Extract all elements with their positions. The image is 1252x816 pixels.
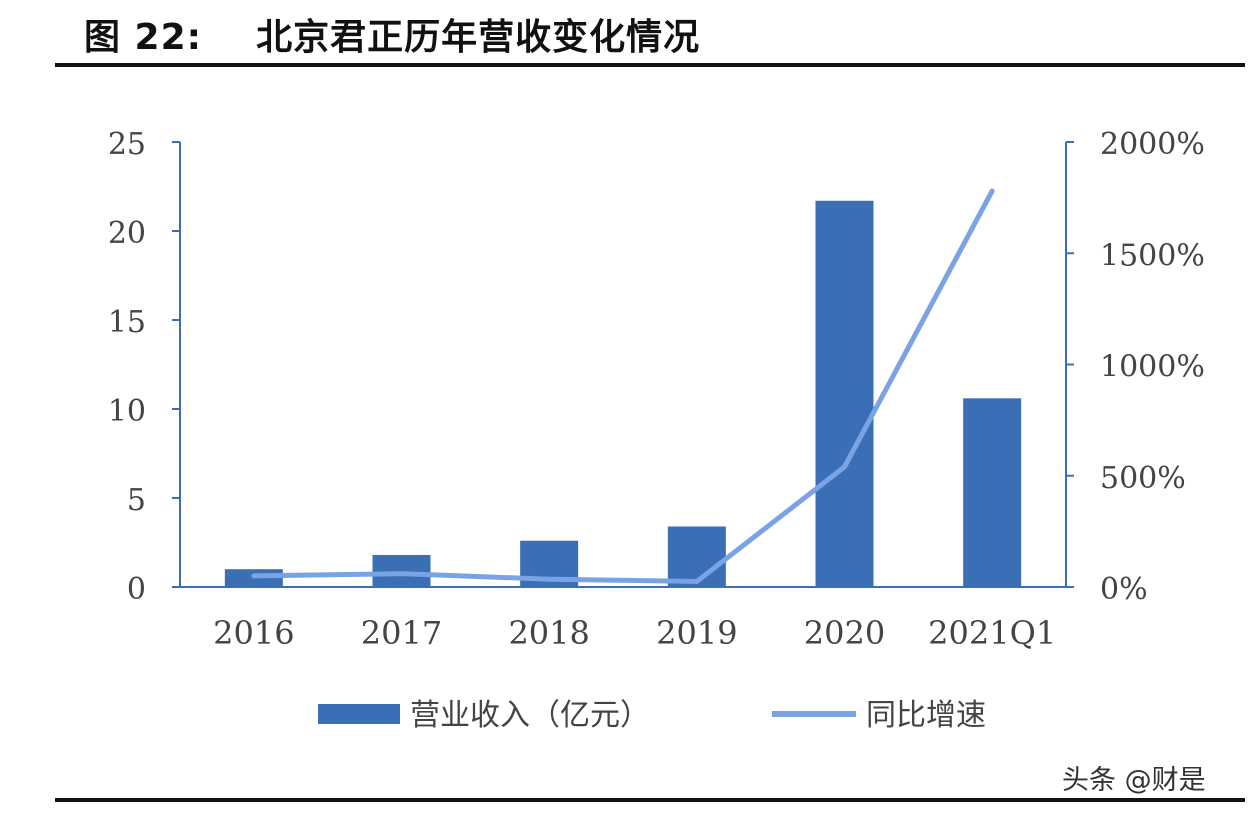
y-right-tick-label: 1500% [1100,238,1205,273]
bar-2019 [667,526,726,587]
y-right-tick-label: 0% [1100,572,1148,607]
y-left-tick-label: 5 [127,483,146,518]
axes [172,141,1074,588]
y-right-tick-label: 1000% [1100,350,1205,385]
growth-point-2020 [843,465,846,469]
x-tick-label: 2017 [361,614,442,652]
y-right-tick-labels: 0% 500% 1000% 1500% 2000% [1100,127,1205,607]
legend: 营业收入（亿元） 同比增速 [318,698,986,733]
bar-series [224,200,1022,588]
growth-point-2016 [252,574,256,578]
y-left-tick-label: 15 [108,305,146,340]
legend-bar-swatch [318,704,400,724]
y-right-tick-label: 2000% [1100,127,1205,162]
y-right-tick-label: 500% [1100,461,1186,496]
growth-point-2019 [695,579,699,583]
x-tick-label: 2020 [804,614,885,652]
top-rule [55,63,1245,67]
y-left-tick-label: 10 [108,394,146,429]
watermark: 头条 @财是 [1062,765,1206,796]
y-left-tick-label: 25 [108,127,146,162]
legend-bar-label: 营业收入（亿元） [410,698,650,733]
growth-point-2018 [547,577,551,581]
y-left-tick-label: 20 [108,216,146,251]
x-tick-label: 2018 [508,614,589,652]
x-tick-label: 2016 [213,614,294,652]
growth-line [251,188,995,584]
x-tick-labels: 2016 2017 2018 2019 2020 2021Q1 [213,614,1056,652]
bar-2020 [815,200,874,588]
bar-2021Q1 [963,398,1022,587]
x-tick-label: 2019 [656,614,737,652]
growth-point-2021Q1 [990,189,994,193]
bar-2017 [372,554,431,587]
legend-line-label: 同比增速 [866,698,986,733]
figure-title: 图 22: 北京君正历年营收变化情况 [84,17,701,58]
growth-point-2017 [400,572,403,576]
x-tick-label: 2021Q1 [928,614,1056,652]
line-series [251,188,995,584]
y-left-tick-labels: 0 5 10 15 20 25 [108,127,146,607]
y-left-tick-label: 0 [127,572,146,607]
bottom-rule [55,798,1245,802]
